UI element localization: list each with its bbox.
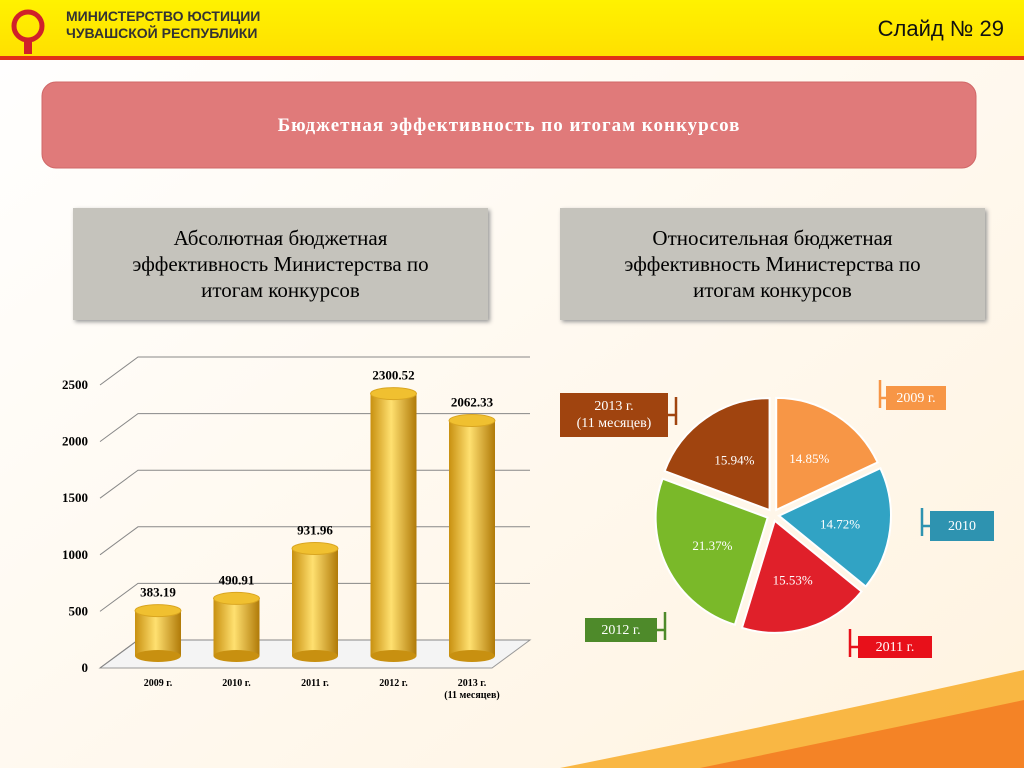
slide-number: Слайд № 29 [878,16,1004,41]
y-tick-label: 1000 [62,547,88,562]
chart-title: Абсолютная бюджетная эффективность Минис… [73,208,488,320]
bar [213,591,260,662]
bar-top [134,604,182,618]
data-label: 2062.33 [451,395,494,410]
data-label: 490.91 [219,572,255,587]
bar [291,542,339,662]
y-tick-label: 1500 [62,490,88,505]
x-tick-label: 2013 г. (11 месяцев) [444,678,500,701]
data-label: 2300.52 [372,368,414,383]
data-label: 14.72% [820,516,860,531]
data-label: 931.96 [297,523,333,538]
data-label: 383.19 [140,585,176,600]
x-tick-label: 2011 г. [301,678,329,689]
legend-label: 2013 г. (11 месяцев) [560,393,668,437]
pie-slice [654,477,769,627]
bar-body [213,598,260,656]
y-tick-label: 2000 [62,434,88,449]
header-bar [0,0,1024,56]
data-label: 15.53% [773,573,813,588]
legend-label: 2011 г. [858,636,932,658]
y-tick-label: 2500 [62,377,88,392]
data-label: 14.85% [789,451,829,466]
pie-slice [775,396,879,512]
x-tick-label: 2012 г. [379,678,408,689]
bar-bottom [213,650,260,662]
grid-line [99,356,530,386]
banner [41,81,977,169]
banner-text: Бюджетная эффективность по итогам конкур… [278,115,741,136]
bar [134,604,182,662]
x-tick-label: 2010 г. [222,678,251,689]
pie-slice [777,466,892,588]
bar-top [370,387,417,401]
bar-body [370,393,417,656]
org-name: МИНИСТЕРСТВО ЮСТИЦИИ [66,8,260,24]
x-tick-label: 2009 г. [143,678,173,689]
header-line [0,56,1024,60]
data-label: 15.94% [714,453,754,468]
logo [11,9,45,54]
wave [700,700,1024,768]
bar-bottom [292,650,338,662]
bar-body [292,548,338,656]
chart-title: Относительная бюджетная эффективность Ми… [560,208,985,320]
data-label: 21.37% [692,538,732,553]
y-tick-label: 0 [82,660,89,675]
bar-bottom [135,650,181,662]
bar-top [213,591,260,605]
y-tick-label: 500 [69,603,89,618]
bar [448,414,496,662]
pie-slice [740,519,863,634]
bar-top [291,542,339,556]
legend-label: 2012 г. [585,618,657,642]
bar-bottom [370,650,417,662]
bar [370,387,417,662]
bar-body [135,610,181,656]
bar-top [448,414,496,428]
org-name: ЧУВАШСКОЙ РЕСПУБЛИКИ [66,24,257,41]
pie-slice [663,397,771,512]
legend-label: 2009 г. [886,386,946,410]
bar-body [449,420,495,656]
bar-bottom [449,650,495,662]
legend-label: 2010 [930,511,994,541]
